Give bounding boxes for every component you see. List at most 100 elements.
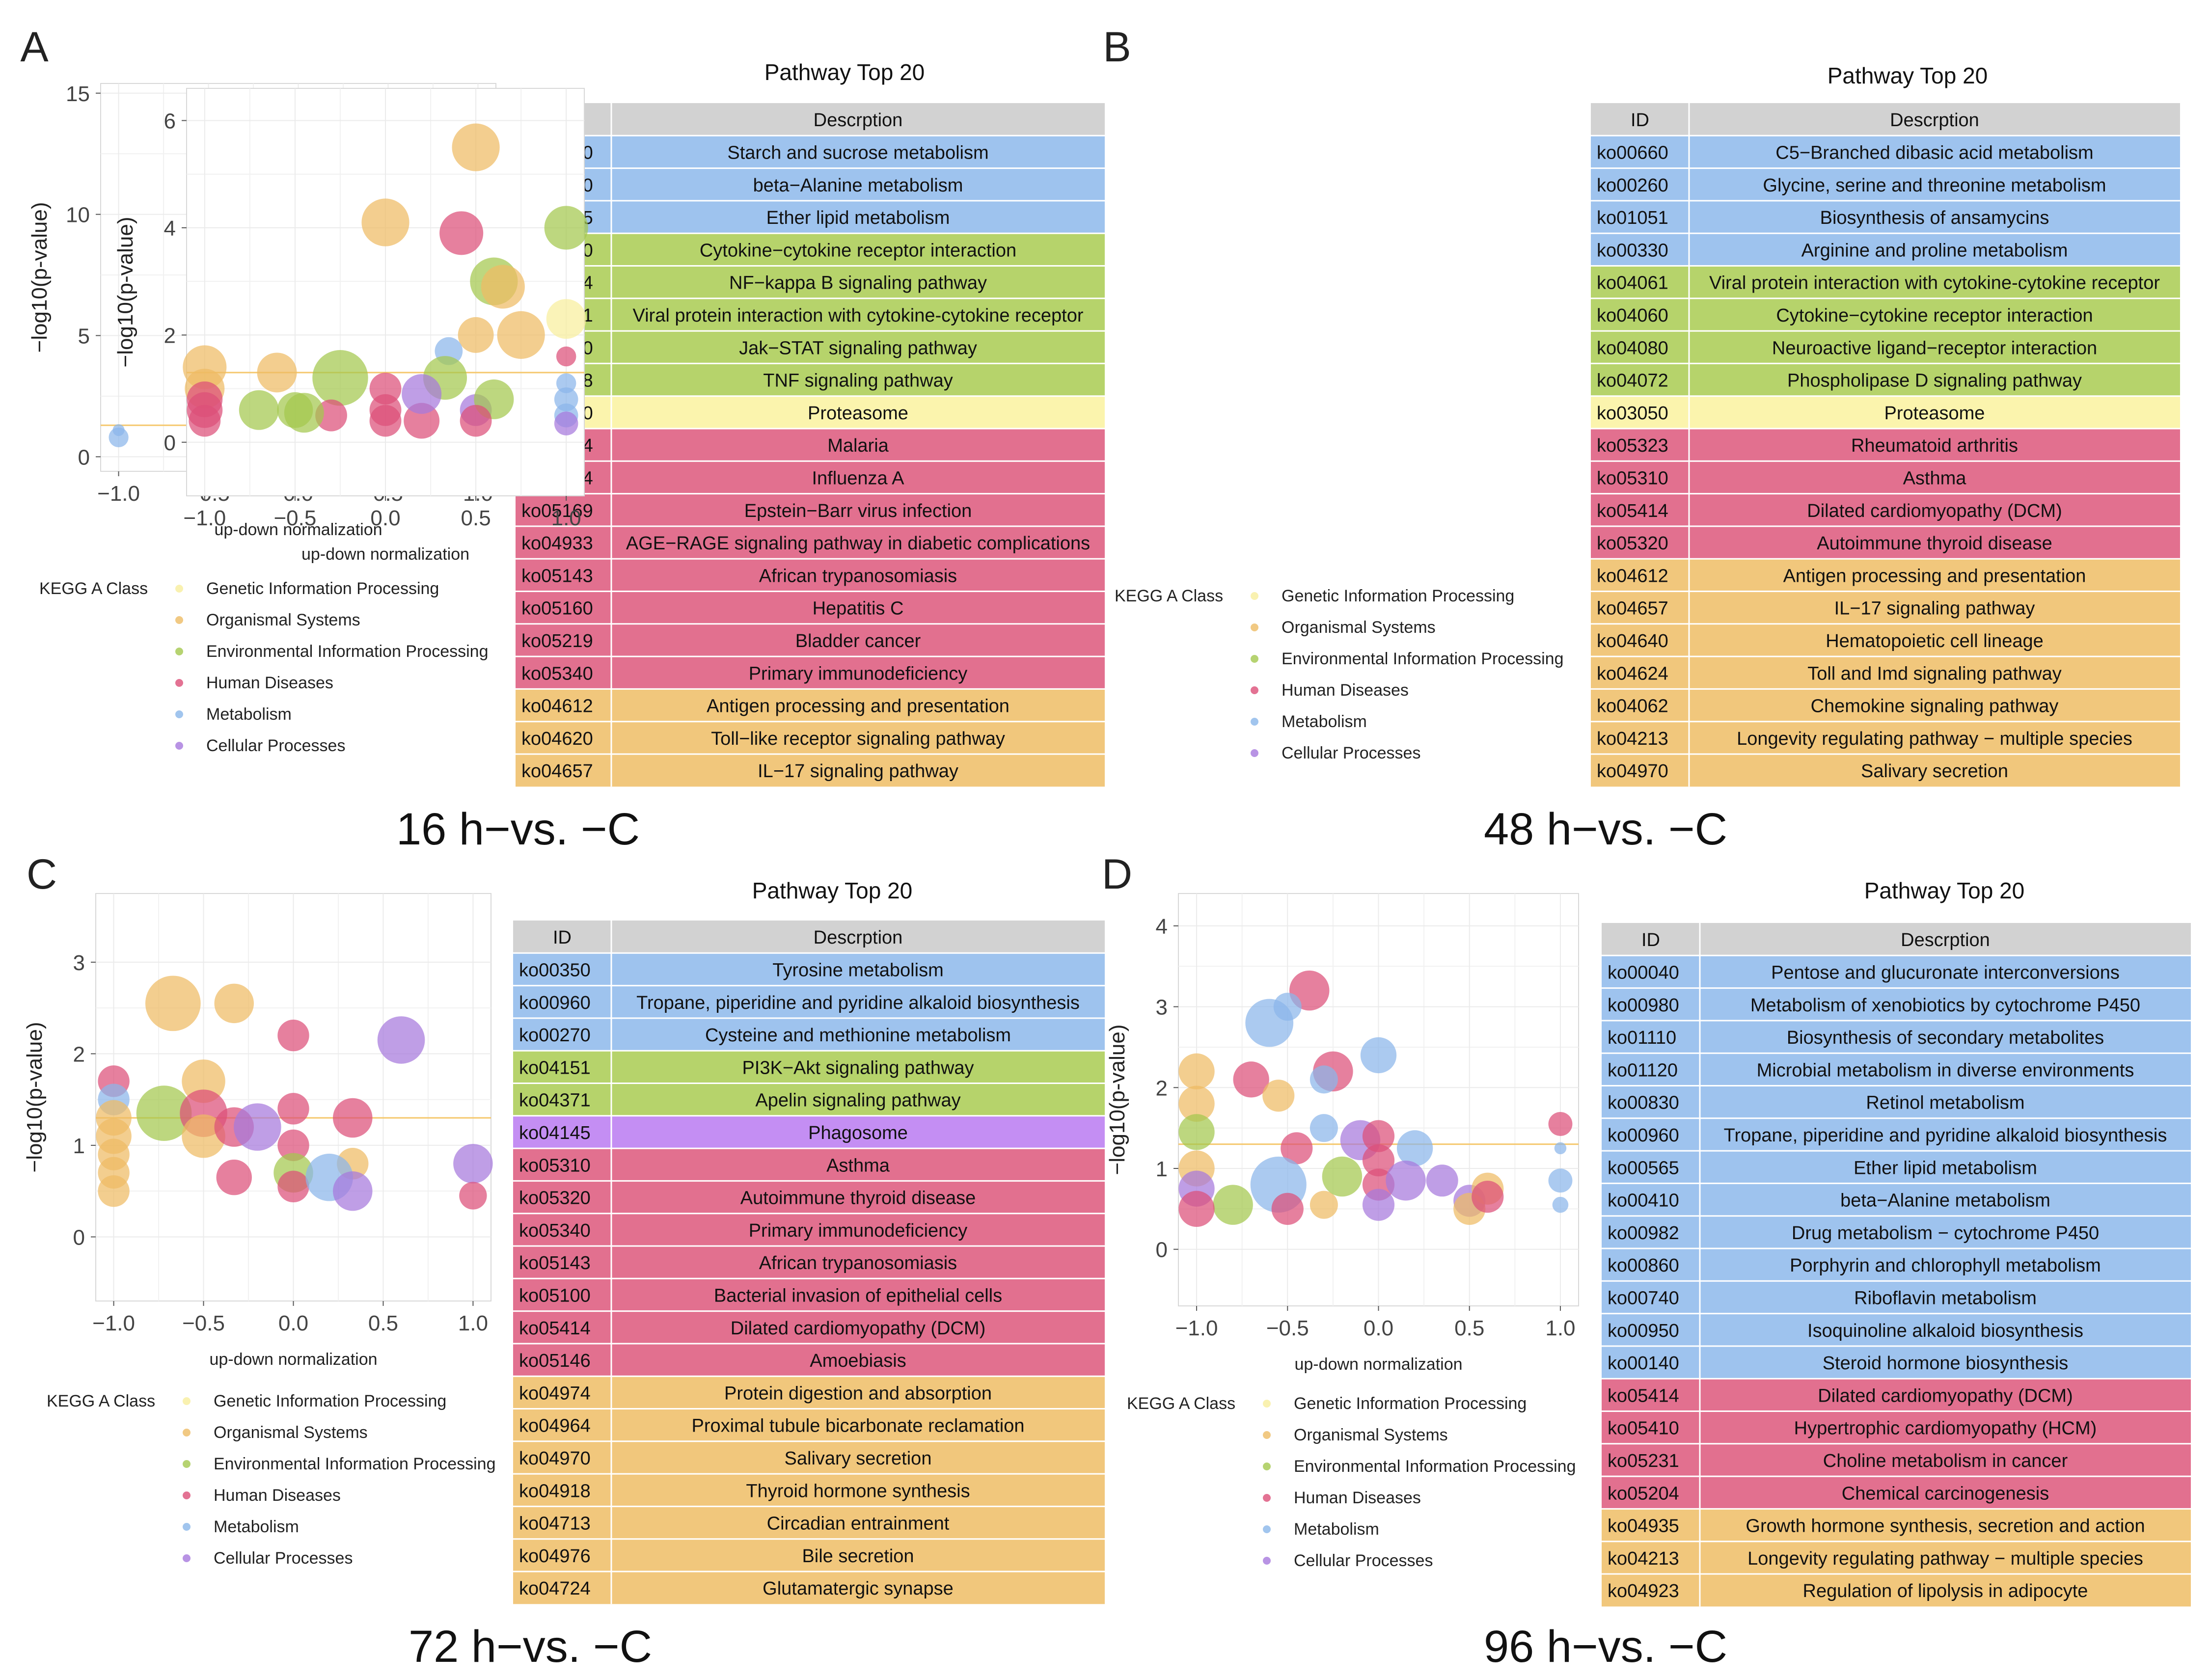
pathway-table: Pathway Top 20IDDescrptionko00500Starch … bbox=[516, 59, 1105, 787]
y-tick-label: 1 bbox=[1156, 1157, 1168, 1181]
row-description: Salivary secretion bbox=[1861, 761, 2008, 782]
row-background bbox=[516, 526, 1105, 559]
legend-swatch bbox=[175, 710, 183, 718]
row-description: Glutamatergic synapse bbox=[763, 1578, 954, 1599]
panel-subtitle: 96 h−vs. −C bbox=[1484, 1622, 1727, 1672]
row-id: ko05143 bbox=[519, 1253, 591, 1274]
table-row: ko04080 Neuroactive ligand−receptor inter… bbox=[1591, 330, 2180, 364]
data-point bbox=[136, 1085, 192, 1141]
row-id: ko05143 bbox=[521, 566, 593, 586]
panel-letter: D bbox=[1102, 851, 1132, 898]
row-description: Microbial metabolism in diverse environm… bbox=[1757, 1060, 2134, 1081]
table-row: ko05320 Autoimmune thyroid disease bbox=[1591, 525, 2180, 559]
row-description: C5−Branched dibasic acid metabolism bbox=[1775, 142, 2093, 163]
legend-item: Genetic Information Processing bbox=[1294, 1394, 1527, 1413]
row-id: ko04061 bbox=[1597, 273, 1668, 294]
row-id: ko00950 bbox=[1608, 1321, 1679, 1341]
panel-letter: A bbox=[20, 24, 49, 71]
legend-swatch bbox=[175, 742, 183, 750]
x-axis-label: up-down normalization bbox=[209, 1350, 377, 1369]
data-point bbox=[333, 1171, 373, 1211]
header-description: Descrption bbox=[814, 927, 903, 948]
table-row: ko00270 Cysteine and methionine metabolis… bbox=[513, 1017, 1105, 1051]
row-background bbox=[516, 721, 1105, 754]
row-description: Starch and sucrose metabolism bbox=[727, 142, 988, 163]
table-row: ko04072 Phospholipase D signaling pathway bbox=[1591, 362, 2180, 396]
table-row: ko05340 Primary immunodeficiency bbox=[513, 1213, 1105, 1246]
data-point bbox=[1548, 1111, 1573, 1136]
row-id: ko00740 bbox=[1608, 1288, 1679, 1308]
data-point bbox=[1178, 1085, 1215, 1122]
table-row: ko05231 Choline metabolism in cancer bbox=[1602, 1443, 2191, 1477]
row-id: ko05320 bbox=[1597, 533, 1668, 554]
data-point bbox=[1262, 1080, 1295, 1112]
row-description: Amoebiasis bbox=[810, 1351, 906, 1371]
legend-swatch bbox=[1263, 1463, 1271, 1470]
table-row: ko05160 Hepatitis C bbox=[516, 591, 1105, 624]
table-row: ko05323 Rheumatoid arthritis bbox=[1591, 428, 2180, 461]
row-description: Influenza A bbox=[812, 468, 904, 488]
row-description: Proteasome bbox=[1884, 403, 1985, 424]
table-row: ko04933 AGE−RAGE signaling pathway in dia… bbox=[516, 525, 1105, 559]
row-id: ko04640 bbox=[1597, 631, 1668, 651]
table-row: ko05169 Epstein−Barr virus infection bbox=[516, 493, 1105, 526]
table-row: ko00260 Glycine, serine and threonine met… bbox=[1591, 167, 2180, 201]
data-point bbox=[1396, 1130, 1433, 1166]
legend-item: Environmental Information Processing bbox=[214, 1455, 496, 1473]
table-row: ko05414 Dilated cardiomyopathy (DCM) bbox=[513, 1310, 1105, 1344]
y-tick-label: 4 bbox=[164, 217, 176, 241]
row-id: ko00982 bbox=[1608, 1223, 1679, 1244]
row-background bbox=[513, 1148, 1105, 1181]
table-title: Pathway Top 20 bbox=[1864, 878, 2025, 903]
row-id: ko05169 bbox=[521, 501, 593, 521]
row-description: TNF signaling pathway bbox=[763, 371, 953, 391]
data-point bbox=[460, 405, 492, 437]
legend-title: KEGG A Class bbox=[39, 579, 148, 598]
row-background bbox=[516, 396, 1105, 429]
data-point bbox=[1178, 1053, 1215, 1090]
table-row: ko00860 Porphyrin and chlorophyll metabol… bbox=[1602, 1247, 2191, 1281]
header-description: Descrption bbox=[1890, 110, 1979, 131]
table-header bbox=[1602, 923, 2191, 956]
table-row: ko05310 Asthma bbox=[513, 1147, 1105, 1181]
data-point bbox=[452, 123, 500, 171]
x-tick-label: 0.5 bbox=[368, 1311, 398, 1335]
data-point bbox=[1213, 1185, 1253, 1225]
row-description: Dilated cardiomyopathy (DCM) bbox=[731, 1318, 986, 1339]
row-id: ko05310 bbox=[519, 1155, 591, 1176]
data-point bbox=[312, 350, 368, 406]
data-point bbox=[1472, 1181, 1504, 1213]
data-point bbox=[1360, 1037, 1397, 1074]
row-id: ko04970 bbox=[519, 1448, 591, 1469]
row-description: Salivary secretion bbox=[785, 1448, 932, 1469]
data-point bbox=[1362, 1120, 1395, 1152]
row-background bbox=[516, 331, 1105, 364]
table-row: ko04923 Regulation of lipolysis in adipoc… bbox=[1602, 1573, 2191, 1607]
table-row: ko04668TNF signaling pathway bbox=[516, 362, 1105, 396]
legend-swatch bbox=[175, 585, 183, 593]
row-description: Porphyrin and chlorophyll metabolism bbox=[1790, 1255, 2101, 1276]
legend-swatch bbox=[1263, 1557, 1271, 1565]
row-id: ko01110 bbox=[1608, 1028, 1676, 1048]
x-tick-label: 0.0 bbox=[370, 506, 400, 530]
table-row: ko04612 Antigen processing and presentati… bbox=[516, 688, 1105, 722]
data-point bbox=[216, 1159, 252, 1195]
row-id: ko04620 bbox=[521, 729, 593, 749]
data-point bbox=[377, 1016, 425, 1064]
table-row: ko04151 PI3K−Akt signaling pathway bbox=[513, 1050, 1105, 1084]
row-id: ko00270 bbox=[519, 1025, 591, 1046]
table-row: ko00830 Retinol metabolism bbox=[1602, 1085, 2191, 1118]
row-description: Thyroid hormone synthesis bbox=[746, 1481, 970, 1501]
y-tick-label: 10 bbox=[66, 203, 90, 227]
y-axis-label: −log10(p-value) bbox=[23, 1022, 47, 1173]
row-description: Steroid hormone biosynthesis bbox=[1823, 1353, 2069, 1374]
y-tick-label: 2 bbox=[73, 1042, 85, 1066]
table-row: ko05410 Hypertrophic cardiomyopathy (HCM) bbox=[1602, 1410, 2191, 1444]
x-tick-label: −1.0 bbox=[1175, 1316, 1218, 1340]
row-description: Antigen processing and presentation bbox=[1783, 566, 2086, 586]
header-id: ID bbox=[553, 927, 572, 948]
legend-item: Cellular Processes bbox=[214, 1549, 353, 1568]
panel-subtitle: 72 h−vs. −C bbox=[409, 1622, 652, 1672]
